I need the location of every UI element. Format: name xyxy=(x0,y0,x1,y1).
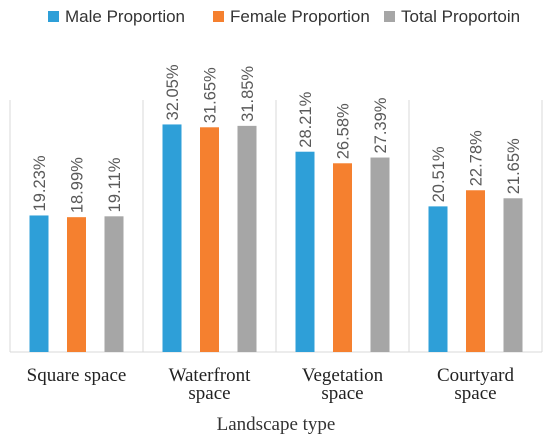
x-tick-courtyard-space: Courtyard space xyxy=(437,365,515,404)
bar-waterfront-space-male-proportion xyxy=(162,124,182,352)
legend-label-total-proportoin: Total Proportoin xyxy=(401,7,520,26)
bar-waterfront-space-female-proportion xyxy=(200,127,219,352)
data-label-courtyard-space-female-proportion: 22.78% xyxy=(468,130,486,186)
legend-swatch-female-proportion xyxy=(213,11,224,22)
x-axis-title: Landscape type xyxy=(217,414,336,435)
legend: Male Proportion Female Proportion Total Pr… xyxy=(48,7,520,26)
data-labels: 19.23% 18.99% 19.11% 32.05% 31.65% 31.85% 28.2… xyxy=(31,64,523,213)
legend-swatch-male-proportion xyxy=(48,11,59,22)
bars xyxy=(29,124,523,353)
x-tick-square-space: Square space xyxy=(27,365,127,386)
bar-waterfront-space-total-proportoin xyxy=(237,125,257,353)
bar-square-space-total-proportoin xyxy=(104,216,124,352)
x-tick-labels: Square space Waterfront space Vegetation spa… xyxy=(27,365,515,404)
data-label-waterfront-space-total-proportoin: 31.85% xyxy=(239,66,257,122)
bar-vegetation-space-female-proportion xyxy=(333,163,352,352)
bar-courtyard-space-female-proportion xyxy=(466,190,485,352)
legend-label-male-proportion: Male Proportion xyxy=(65,7,185,26)
data-label-square-space-female-proportion: 18.99% xyxy=(69,157,87,213)
data-label-courtyard-space-male-proportion: 20.51% xyxy=(430,146,448,202)
legend-label-female-proportion: Female Proportion xyxy=(230,7,370,26)
data-label-waterfront-space-male-proportion: 32.05% xyxy=(164,64,182,120)
data-label-square-space-total-proportoin: 19.11% xyxy=(106,157,124,212)
bar-square-space-male-proportion xyxy=(29,215,49,352)
bar-square-space-female-proportion xyxy=(67,217,86,352)
category-separators xyxy=(9,100,543,353)
data-label-vegetation-space-female-proportion: 26.58% xyxy=(335,103,353,159)
data-label-courtyard-space-total-proportoin: 21.65% xyxy=(505,138,523,194)
data-label-vegetation-space-male-proportion: 28.21% xyxy=(297,91,315,147)
data-label-waterfront-space-female-proportion: 31.65% xyxy=(202,67,220,123)
bar-courtyard-space-total-proportoin xyxy=(503,198,523,352)
data-label-square-space-male-proportion: 19.23% xyxy=(31,155,49,211)
bar-vegetation-space-total-proportoin xyxy=(370,157,390,352)
legend-swatch-total-proportoin xyxy=(384,11,395,22)
x-tick-waterfront-space: Waterfront space xyxy=(169,365,252,404)
x-tick-vegetation-space: Vegetation space xyxy=(302,365,384,404)
bar-courtyard-space-male-proportion xyxy=(428,206,448,352)
data-label-vegetation-space-total-proportoin: 27.39% xyxy=(372,97,390,153)
bar-vegetation-space-male-proportion xyxy=(295,151,315,352)
